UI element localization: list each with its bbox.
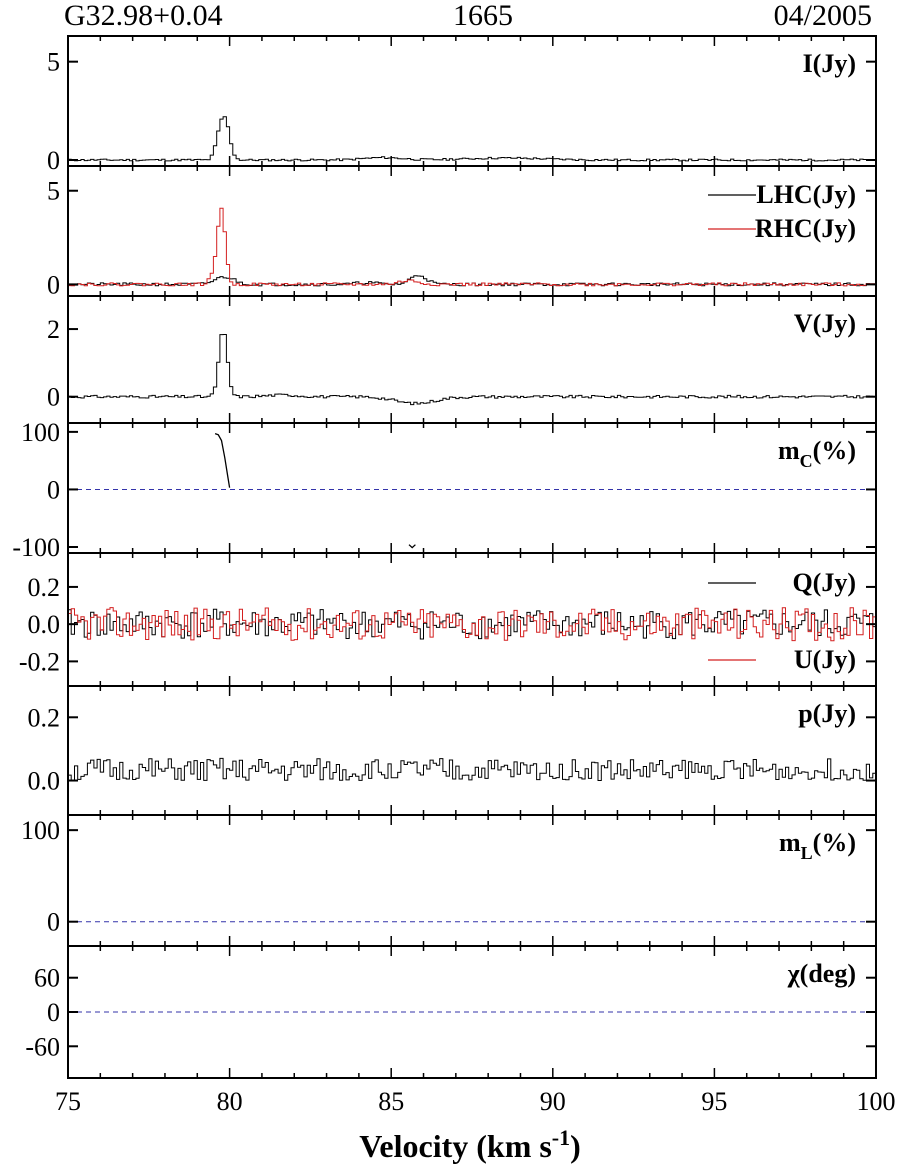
y-tick-label: 0: [47, 475, 60, 504]
panel-frame: [67, 945, 877, 1079]
panel-label-subscript: L: [801, 843, 813, 863]
header-frequency: 1665: [453, 0, 513, 32]
legend-label-1: RHC(Jy): [755, 214, 856, 243]
y-tick-label: 0: [47, 908, 60, 937]
x-tick-label: 100: [857, 1087, 896, 1116]
panel-frame: [67, 814, 877, 947]
y-tick-label: 5: [47, 48, 60, 77]
y-tick-label: -100: [12, 533, 60, 562]
panel-label: χ(deg): [787, 959, 856, 988]
series-line-0: [68, 757, 877, 781]
y-tick-label: 100: [21, 816, 60, 845]
panel-label: I(Jy): [803, 49, 856, 78]
y-tick-label: 0: [47, 270, 60, 299]
x-axis-title: Velocity (km s-1): [359, 1125, 581, 1164]
panel-5: 0.2 0.0 p(Jy): [28, 685, 877, 816]
x-axis-title-main: Velocity (km s: [359, 1128, 552, 1164]
series-line-0: [68, 334, 877, 406]
panel-label: V(Jy): [794, 309, 856, 338]
panel-frame: [67, 295, 877, 424]
panel-label-main: m: [779, 828, 801, 857]
series-line-ujy: [68, 607, 877, 642]
legend-label-1: U(Jy): [794, 645, 856, 674]
panel-6: 100 0 mL(%): [21, 814, 877, 947]
y-tick-label: 100: [21, 418, 60, 447]
x-tick-label: 85: [378, 1087, 404, 1116]
x-tick-label: 75: [55, 1087, 81, 1116]
x-axis-tick-labels: 75 80 85 90 95 100: [55, 1087, 896, 1116]
series-line-0: [68, 116, 877, 162]
y-tick-label: 2: [47, 315, 60, 344]
panel-label-main: m: [778, 436, 800, 465]
panel-frame: [67, 552, 877, 687]
panel-label-rest: (%): [813, 436, 856, 465]
y-tick-label: -0.2: [19, 647, 60, 676]
y-tick-label: 0.2: [28, 703, 61, 732]
x-axis-title-close: ): [570, 1128, 581, 1164]
y-tick-label: -60: [25, 1032, 60, 1061]
panel-1: 0 5 LHC(Jy) RHC(Jy): [47, 165, 877, 299]
panel-label: p(Jy): [798, 699, 856, 728]
panel-3: 100 0 -100 mC(%): [12, 418, 877, 562]
y-tick-label: 5: [47, 177, 60, 206]
panel-label: mC(%): [778, 436, 856, 471]
y-tick-label: 0.0: [28, 767, 61, 796]
y-tick-label: 60: [34, 964, 60, 993]
panel-0: 0 5 I(Jy): [47, 35, 877, 175]
x-tick-label: 90: [540, 1087, 566, 1116]
panel-2: 0 2 V(Jy): [47, 295, 877, 424]
y-tick-label: 0: [47, 383, 60, 412]
x-tick-label: 80: [217, 1087, 243, 1116]
panel-7: 60 0 -60 χ(deg): [25, 945, 877, 1079]
y-tick-label: 0.0: [28, 610, 61, 639]
y-tick-label: 0.2: [28, 573, 61, 602]
panel-frame: [67, 422, 877, 554]
panel-4: 0.2 0.0 -0.2 Q(Jy) U(Jy): [19, 552, 877, 687]
y-tick-label: 0: [47, 998, 60, 1027]
legend-label-0: LHC(Jy): [756, 180, 856, 209]
panel-frame: [67, 685, 877, 816]
panel-frame: [67, 35, 877, 167]
x-axis-title-exponent: -1: [552, 1125, 570, 1150]
series-line-rhcjy: [68, 207, 877, 287]
panel-label-subscript: C: [800, 451, 813, 471]
header-source: G32.98+0.04: [64, 0, 223, 32]
mc-curve-1: [408, 544, 416, 549]
panel-label-rest: (%): [813, 828, 856, 857]
panel-stack: 05 I(Jy)05 LHC(Jy)RHC(Jy)02 V(Jy)1000-100mC…: [12, 35, 877, 1079]
header-date: 04/2005: [774, 0, 872, 32]
y-tick-label: 0: [47, 146, 60, 175]
x-tick-label: 95: [701, 1087, 727, 1116]
legend-label-0: Q(Jy): [792, 568, 856, 597]
panel-label: mL(%): [779, 828, 856, 863]
mc-curve-0: [214, 432, 231, 488]
